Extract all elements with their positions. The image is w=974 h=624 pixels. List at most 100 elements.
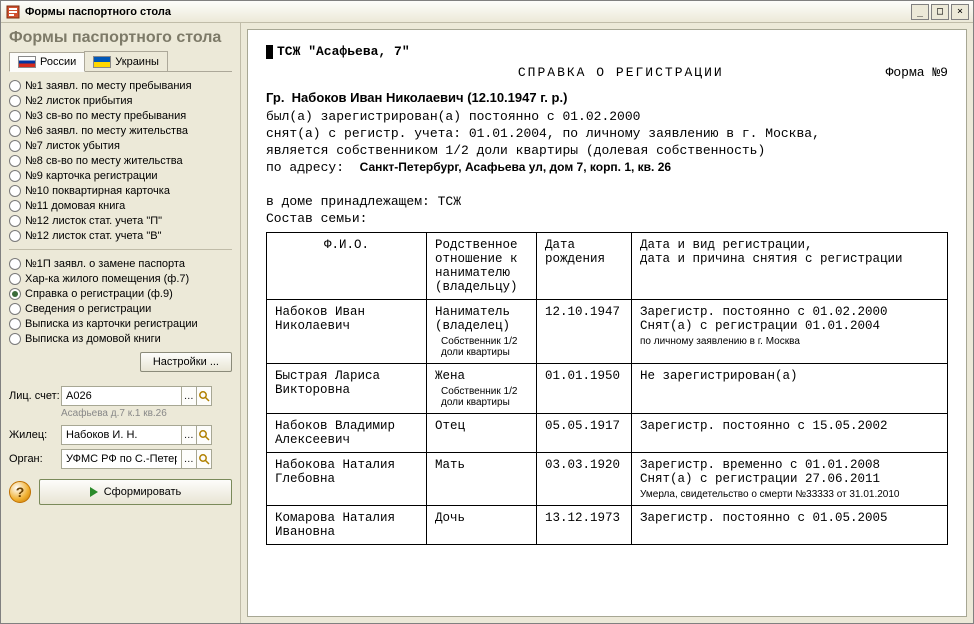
form-radio-item[interactable]: №1 заявл. по месту пребывания [9, 78, 232, 93]
tenant-search-button[interactable] [196, 425, 212, 445]
country-tabs: России Украины [9, 51, 232, 72]
reg-line3: является собственником 1/2 доли квартиры… [266, 143, 948, 158]
document-viewport[interactable]: ТСЖ "Асафьева, 7" СПРАВКА О РЕГИСТРАЦИИ … [247, 29, 967, 617]
form-label: Выписка из домовой книги [25, 333, 161, 345]
form-label: №6 заявл. по месту жительства [25, 125, 188, 137]
radio-icon [9, 215, 21, 227]
cell-dob: 13.12.1973 [537, 506, 632, 545]
search-icon [198, 453, 210, 465]
organ-input[interactable] [61, 449, 182, 469]
form-radio-item[interactable]: Сведения о регистрации [9, 301, 232, 316]
radio-icon [9, 170, 21, 182]
cell-reg: Зарегистр. постоянно с 15.05.2002 [632, 414, 948, 453]
cell-rel: Наниматель (владелец)Собственник 1/2 дол… [427, 300, 537, 364]
radio-icon [9, 200, 21, 212]
cell-rel: Дочь [427, 506, 537, 545]
radio-icon [9, 303, 21, 315]
form-label: №1П заявл. о замене паспорта [25, 258, 185, 270]
cell-rel: ЖенаСобственник 1/2 доли квартиры [427, 364, 537, 414]
form-label: №10 поквартирная карточка [25, 185, 170, 197]
cell-rel: Отец [427, 414, 537, 453]
doc-title: СПРАВКА О РЕГИСТРАЦИИ [356, 65, 886, 80]
tab-ukraine[interactable]: Украины [84, 51, 168, 71]
organ-search-button[interactable] [196, 449, 212, 469]
radio-icon [9, 95, 21, 107]
form-label: №7 листок убытия [25, 140, 120, 152]
form-radio-item[interactable]: №11 домовая книга [9, 198, 232, 213]
acct-search-button[interactable] [196, 386, 212, 406]
form-radio-item[interactable]: №12 листок стат. учета "В" [9, 228, 232, 243]
cell-dob: 03.03.1920 [537, 453, 632, 506]
form-radio-item[interactable]: №1П заявл. о замене паспорта [9, 256, 232, 271]
form-label: Хар-ка жилого помещения (ф.7) [25, 273, 189, 285]
radio-icon [9, 258, 21, 270]
form-radio-item[interactable]: Выписка из карточки регистрации [9, 316, 232, 331]
form-radio-item[interactable]: №7 листок убытия [9, 138, 232, 153]
tab-russia[interactable]: России [9, 52, 85, 72]
form-label: №9 карточка регистрации [25, 170, 158, 182]
maximize-button[interactable]: □ [931, 4, 949, 20]
close-button[interactable]: × [951, 4, 969, 20]
cell-dob: 01.01.1950 [537, 364, 632, 414]
radio-icon [9, 288, 21, 300]
organ-browse-button[interactable]: … [181, 449, 197, 469]
generate-button[interactable]: Сформировать [39, 479, 232, 505]
minimize-button[interactable]: _ [911, 4, 929, 20]
flag-ru-icon [18, 56, 36, 68]
form-radio-item[interactable]: №8 св-во по месту жительства [9, 153, 232, 168]
form-radio-item[interactable]: №6 заявл. по месту жительства [9, 123, 232, 138]
tab-label: Украины [115, 56, 159, 68]
table-row: Набоков Владимир АлексеевичОтец05.05.191… [267, 414, 948, 453]
form-label: Выписка из карточки регистрации [25, 318, 198, 330]
tab-label: России [40, 56, 76, 68]
cell-reg: Зарегистр. постоянно с 01.02.2000Снят(а)… [632, 300, 948, 364]
form-radio-item[interactable]: №3 св-во по месту пребывания [9, 108, 232, 123]
settings-button[interactable]: Настройки ... [140, 352, 232, 372]
flag-ua-icon [93, 56, 111, 68]
app-icon [5, 4, 21, 20]
organ-label: Орган: [9, 453, 61, 465]
org-name: ТСЖ "Асафьева, 7" [266, 44, 948, 59]
radio-icon [9, 155, 21, 167]
form-radio-item[interactable]: №2 листок прибытия [9, 93, 232, 108]
forms-list-2: №1П заявл. о замене паспорта Хар-ка жилог… [9, 256, 232, 346]
acct-browse-button[interactable]: … [181, 386, 197, 406]
cell-reg: Зарегистр. временно с 01.01.2008Снят(а) … [632, 453, 948, 506]
col-fio: Ф.И.О. [267, 233, 427, 300]
form-number: Форма №9 [886, 65, 948, 80]
form-radio-item[interactable]: Выписка из домовой книги [9, 331, 232, 346]
divider [9, 249, 232, 250]
cell-fio: Комарова Наталия Ивановна [267, 506, 427, 545]
form-radio-item[interactable]: №9 карточка регистрации [9, 168, 232, 183]
generate-label: Сформировать [104, 486, 182, 498]
cursor-marker [266, 45, 273, 59]
acct-input[interactable] [61, 386, 182, 406]
radio-icon [9, 230, 21, 242]
cell-fio: Набоков Иван Николаевич [267, 300, 427, 364]
radio-icon [9, 110, 21, 122]
form-label: №12 листок стат. учета "В" [25, 230, 162, 242]
form-label: №3 св-во по месту пребывания [25, 110, 186, 122]
radio-icon [9, 140, 21, 152]
cell-fio: Быстрая Лариса Викторовна [267, 364, 427, 414]
sidebar: Формы паспортного стола России Украины №… [1, 23, 241, 623]
radio-icon [9, 318, 21, 330]
form-radio-item[interactable]: Справка о регистрации (ф.9) [9, 286, 232, 301]
col-reg: Дата и вид регистрации,дата и причина сн… [632, 233, 948, 300]
form-radio-item[interactable]: №12 листок стат. учета "П" [9, 213, 232, 228]
tenant-input[interactable] [61, 425, 182, 445]
cell-dob: 05.05.1917 [537, 414, 632, 453]
col-rel: Родственное отношение к нанимателю (влад… [427, 233, 537, 300]
reg-line2: снят(а) с регистр. учета: 01.01.2004, по… [266, 126, 948, 141]
table-row: Набоков Иван НиколаевичНаниматель (владе… [267, 300, 948, 364]
acct-label: Лиц. счет: [9, 390, 61, 402]
form-label: №8 св-во по месту жительства [25, 155, 183, 167]
form-radio-item[interactable]: №10 поквартирная карточка [9, 183, 232, 198]
form-radio-item[interactable]: Хар-ка жилого помещения (ф.7) [9, 271, 232, 286]
person-line: Гр. Набоков Иван Николаевич (12.10.1947 … [266, 90, 948, 105]
help-button[interactable]: ? [9, 481, 31, 503]
cell-rel: Мать [427, 453, 537, 506]
table-row: Быстрая Лариса ВикторовнаЖенаСобственник… [267, 364, 948, 414]
tenant-browse-button[interactable]: … [181, 425, 197, 445]
cell-fio: Набоков Владимир Алексеевич [267, 414, 427, 453]
